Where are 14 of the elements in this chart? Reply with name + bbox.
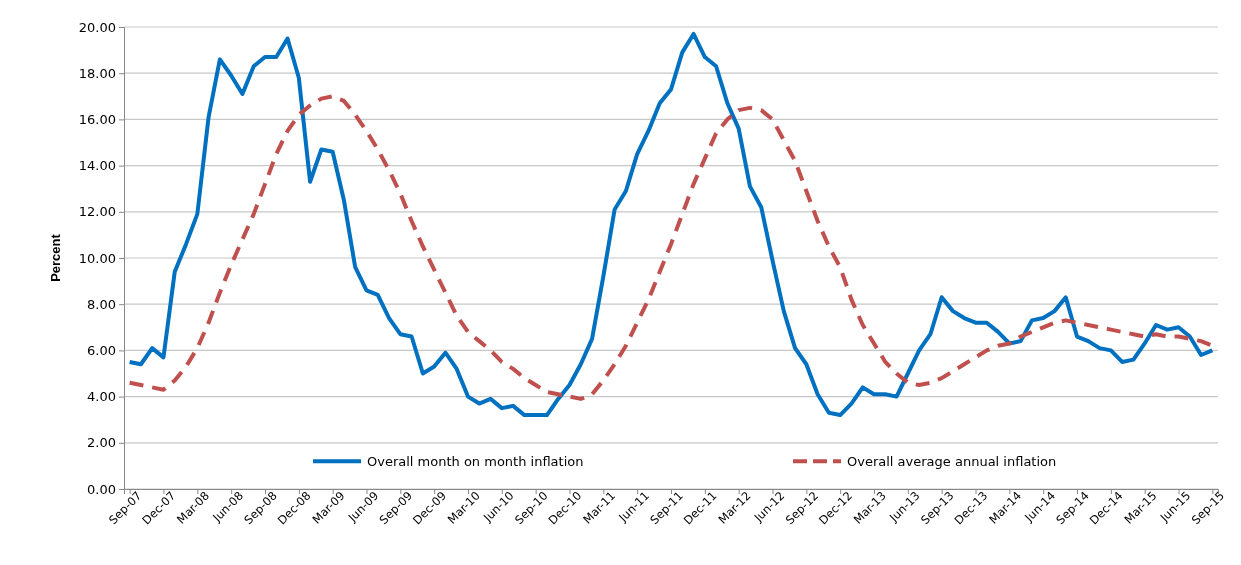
y-tick-label: 10.00 [78,250,116,266]
y-tick-label: 8.00 [87,296,116,312]
legend-label: Overall average annual inflation [847,454,1057,470]
y-tick-label: 14.00 [78,158,116,174]
y-tick-label: 20.00 [78,19,116,35]
y-tick-label: 16.00 [78,112,116,128]
y-tick-label: 2.00 [87,435,116,451]
y-axis-title: Percent [48,233,63,282]
legend-label: Overall month on month inflation [367,454,584,470]
y-tick-label: 12.00 [78,204,116,220]
y-tick-label: 18.00 [78,65,116,81]
y-tick-label: 6.00 [87,343,116,359]
line-series [127,31,1215,418]
y-tick-label: 4.00 [87,389,116,405]
